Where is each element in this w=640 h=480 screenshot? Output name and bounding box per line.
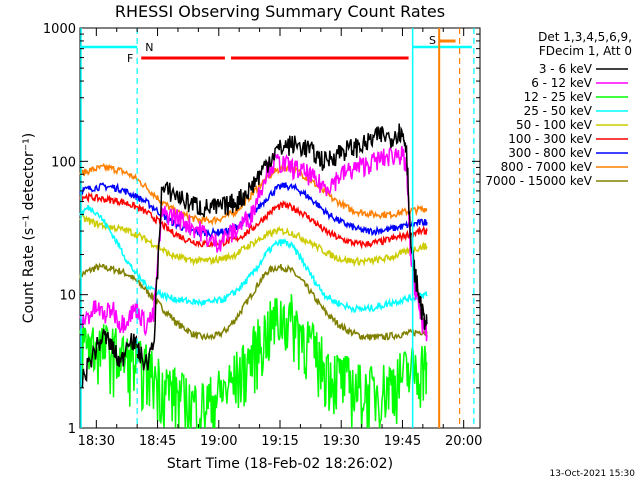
saa-marker: S [429,34,436,47]
x-tick-label: 19:45 [384,434,421,449]
legend-label: 12 - 25 keV [524,90,593,104]
legend-label: 7000 - 15000 keV [485,174,592,188]
x-tick-label: 19:00 [200,434,237,449]
series-line [79,204,428,314]
y-tick-label: 1000 [43,22,76,37]
plot-area: NF S [79,27,481,429]
y-axis-label: Count Rate (s⁻¹ detector⁻¹) [21,133,37,323]
y-tick-label: 100 [51,155,76,170]
x-tick-label: 19:15 [261,434,298,449]
legend-label: 25 - 50 keV [524,104,593,118]
footer-date: 13-Oct-2021 15:30 [550,469,636,479]
night-marker: N [145,41,153,54]
x-tick-label: 18:45 [139,434,176,449]
series-line [79,262,428,341]
x-tick-label: 19:30 [322,434,359,449]
legend-label: 800 - 7000 keV [501,160,593,174]
series-line [79,162,428,227]
series-line [79,123,428,388]
legend-label: 300 - 800 keV [508,146,592,160]
chart-title: RHESSI Observing Summary Count Rates [115,2,445,21]
x-tick-label: 20:00 [445,434,482,449]
legend-label: 100 - 300 keV [508,132,592,146]
series-line [79,145,428,342]
y-tick-label: 1 [68,422,76,437]
legend-label: 3 - 6 keV [539,62,593,76]
y-axis: 1 10 100 1000 [43,22,480,437]
series-line [79,191,428,250]
legend-header: Det 1,3,4,5,6,9, [538,30,632,44]
x-tick-label: 18:30 [78,434,115,449]
flare-marker: F [127,52,133,65]
legend-label: 50 - 100 keV [516,118,593,132]
x-axis: 18:30 18:45 19:00 19:15 19:30 19:45 20:00 [78,28,482,449]
legend: Det 1,3,4,5,6,9,FDecim 1, Att 0 3 - 6 keV… [485,30,632,188]
legend-header: FDecim 1, Att 0 [539,44,632,58]
x-axis-label: Start Time (18-Feb-02 18:26:02) [167,456,393,472]
y-tick-label: 10 [59,289,76,304]
series-line [79,214,428,268]
legend-label: 6 - 12 keV [531,76,593,90]
